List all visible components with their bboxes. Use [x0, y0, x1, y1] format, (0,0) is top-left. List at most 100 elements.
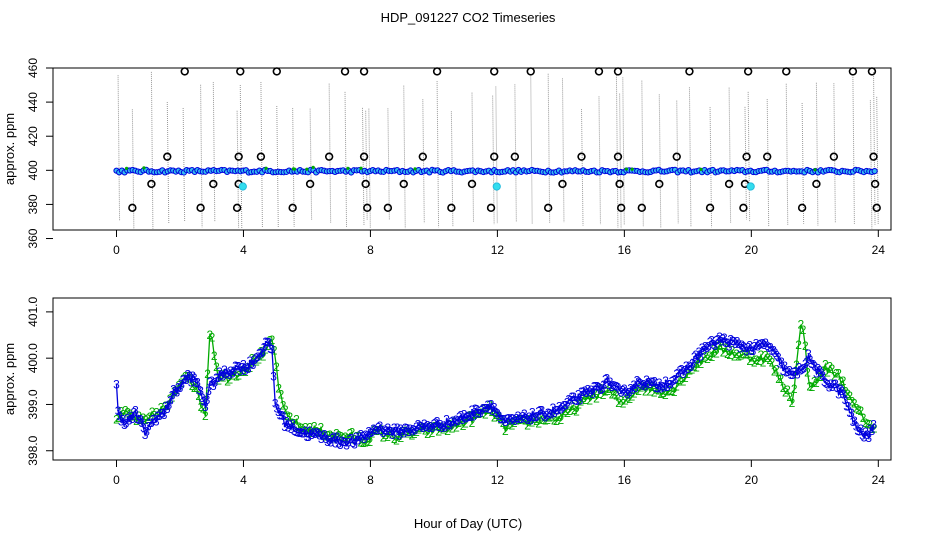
- bottom-y-tick-label: 401.0: [26, 297, 40, 327]
- series-point-2: 2: [664, 384, 671, 398]
- series-point-3: 3: [256, 347, 263, 361]
- series-point-2: 2: [462, 416, 469, 430]
- series-point-2: 2: [658, 387, 665, 401]
- series-point-3: 3: [740, 340, 747, 354]
- series-point-3: 3: [472, 402, 479, 416]
- series-point-3: 3: [131, 405, 138, 419]
- series-point-2: 2: [255, 353, 262, 367]
- series-point-3: 3: [526, 410, 533, 424]
- series-point-2: 2: [135, 409, 142, 423]
- series-point-2: 2: [484, 403, 491, 417]
- series-point-3: 3: [169, 389, 176, 403]
- series-point-3: 3: [286, 418, 293, 432]
- series-point-2: 2: [340, 432, 347, 446]
- series-point-2: 2: [758, 348, 765, 362]
- series-point-3: 3: [691, 350, 698, 364]
- top-y-tick-label: 400: [26, 160, 40, 180]
- series-point-3: 3: [435, 420, 442, 434]
- series-point-3: 3: [197, 384, 204, 398]
- green-point: [624, 167, 629, 171]
- series-point-3: 3: [388, 425, 395, 439]
- anchor-rule: [365, 110, 368, 220]
- series-point-2: 2: [678, 375, 685, 389]
- calibration-zero-point: [739, 203, 748, 213]
- series-point-2: 2: [458, 414, 465, 428]
- series-point-3: 3: [119, 412, 126, 426]
- series-point-3: 3: [339, 434, 346, 448]
- top-y-tick-label: 440: [26, 92, 40, 112]
- series-point-2: 2: [409, 428, 416, 442]
- series-point-3: 3: [361, 432, 368, 446]
- series-point-3: 3: [424, 419, 431, 433]
- series-point-2: 2: [453, 420, 460, 434]
- anchor-rule: [622, 77, 625, 225]
- series-point-3: 3: [518, 412, 525, 426]
- series-point-3: 3: [231, 364, 238, 378]
- series-point-3: 3: [634, 373, 641, 387]
- series-point-2: 2: [209, 331, 216, 345]
- series-point-3: 3: [810, 357, 817, 371]
- series-point-3: 3: [811, 359, 818, 373]
- series-point-2: 2: [473, 407, 480, 421]
- series-point-2: 2: [711, 342, 718, 356]
- series-point-3: 3: [421, 417, 428, 431]
- series-point-3: 3: [375, 420, 382, 434]
- series-point-3: 3: [837, 382, 844, 396]
- series-point-2: 2: [175, 379, 182, 393]
- series-point-3: 3: [558, 403, 565, 417]
- series-point-3: 3: [527, 414, 534, 428]
- calibration-zero-point: [383, 203, 393, 213]
- series-point-3: 3: [699, 341, 706, 355]
- anchor-rule: [200, 84, 203, 228]
- anchor-rule: [403, 85, 406, 229]
- series-point-2: 2: [298, 421, 305, 435]
- series-point-2: 2: [733, 347, 740, 361]
- series-point-3: 3: [394, 421, 401, 435]
- series-point-2: 2: [798, 318, 805, 332]
- anchor-rule: [150, 71, 154, 229]
- series-point-2: 2: [118, 405, 125, 419]
- series-point-3: 3: [380, 426, 387, 440]
- series-point-3: 3: [562, 399, 569, 413]
- series-point-3: 3: [718, 335, 725, 349]
- series-point-3: 3: [137, 412, 144, 426]
- series-point-2: 2: [182, 369, 189, 383]
- series-point-3: 3: [116, 409, 123, 423]
- series-point-3: 3: [234, 360, 241, 374]
- series-point-3: 3: [423, 420, 430, 434]
- series-point-3: 3: [540, 409, 547, 423]
- series-point-3: 3: [494, 406, 501, 420]
- series-point-2: 2: [762, 349, 769, 363]
- series-point-3: 3: [429, 421, 436, 435]
- series-point-3: 3: [291, 424, 298, 438]
- series-point-3: 3: [343, 439, 350, 453]
- series-point-3: 3: [850, 415, 857, 429]
- series-point-3: 3: [135, 413, 142, 427]
- series-point-2: 2: [444, 424, 451, 438]
- green-point: [142, 166, 146, 170]
- series-point-3: 3: [870, 417, 877, 431]
- series-point-3: 3: [385, 421, 392, 435]
- series-point-3: 3: [683, 359, 690, 373]
- series-point-2: 2: [258, 345, 265, 359]
- series-point-3: 3: [688, 360, 695, 374]
- series-point-2: 2: [129, 410, 136, 424]
- series-point-2: 2: [662, 388, 669, 402]
- series-point-2: 2: [638, 380, 645, 394]
- series-point-2: 2: [580, 391, 587, 405]
- series-point-2: 2: [411, 427, 418, 441]
- series-point-3: 3: [458, 408, 465, 422]
- series-point-3: 3: [408, 425, 415, 439]
- series-point-2: 2: [720, 346, 727, 360]
- series-point-2: 2: [124, 405, 131, 419]
- series-point-2: 2: [635, 384, 642, 398]
- series-point-3: 3: [342, 435, 349, 449]
- anchor-rule: [561, 78, 565, 223]
- series-point-2: 2: [395, 429, 402, 443]
- anchor-rule: [785, 83, 789, 225]
- series-point-3: 3: [239, 361, 246, 375]
- series-point-2: 2: [142, 413, 149, 427]
- series-point-3: 3: [777, 357, 784, 371]
- series-point-3: 3: [254, 350, 261, 364]
- series-point-2: 2: [482, 407, 489, 421]
